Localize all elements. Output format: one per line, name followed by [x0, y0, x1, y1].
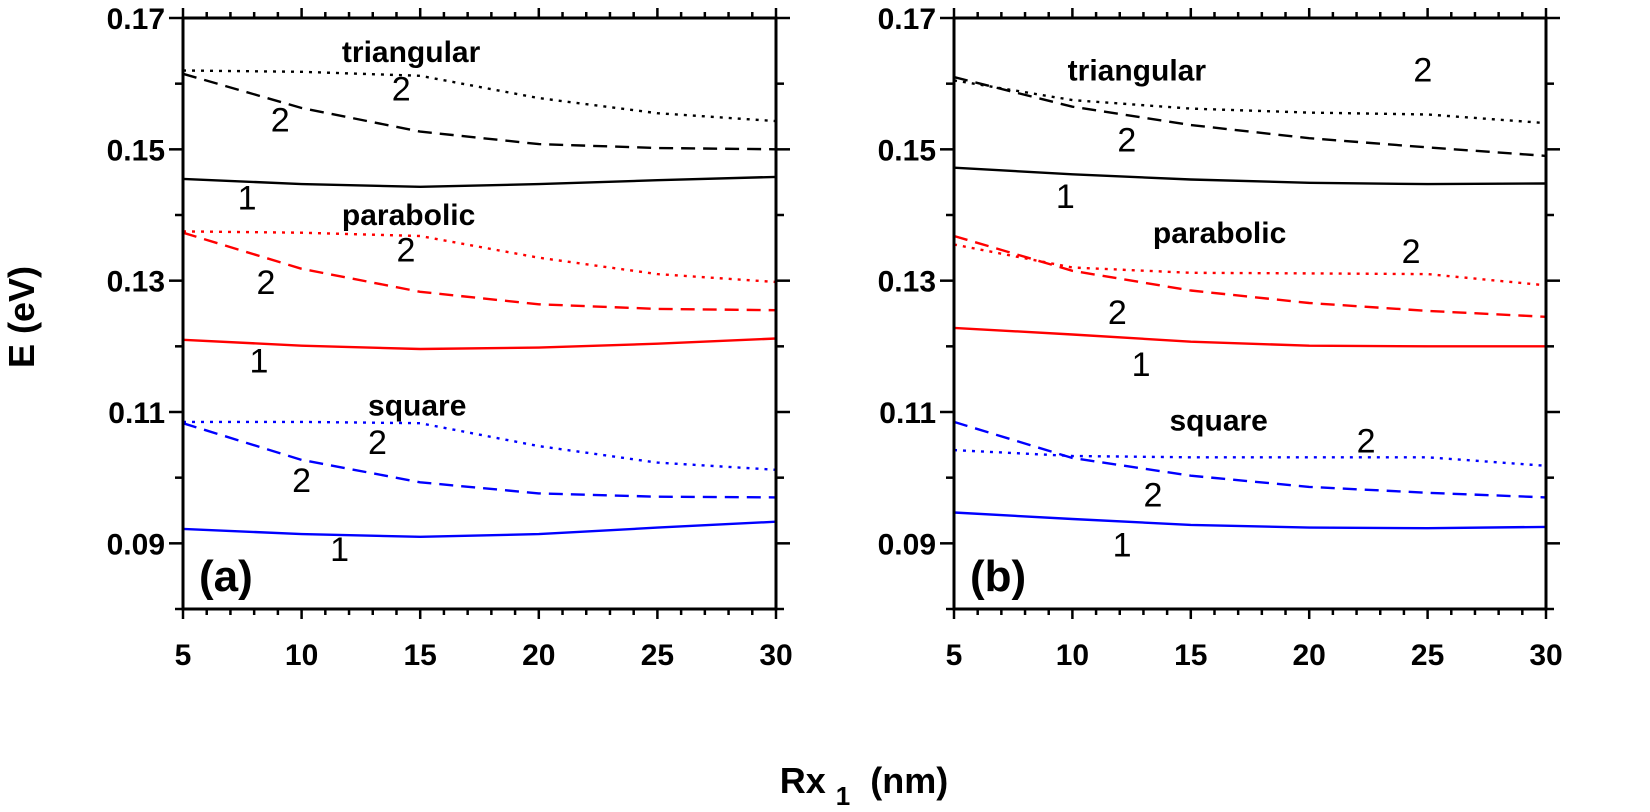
series-line-square-2-dotted [183, 420, 777, 471]
curve-label-2: 2 [257, 264, 276, 302]
series-line-triangular-2-dashed [953, 75, 1547, 158]
curve-label-2: 2 [1357, 423, 1376, 461]
series-line-triangular-2-dotted [953, 79, 1547, 125]
panel-label: (a) [199, 552, 253, 601]
region-label-parabolic: parabolic [1153, 217, 1286, 250]
panel-label: (b) [970, 552, 1026, 601]
x-tick-label: 5 [946, 639, 963, 672]
series-line-parabolic-1-solid [953, 326, 1546, 348]
series-line-parabolic-2-dotted [953, 243, 1547, 287]
curve-label-2: 2 [1117, 121, 1136, 159]
y-tick-label: 0.09 [878, 528, 936, 561]
panel-b: 5 10 15 20 25 30 0.09 0.11 0.13 0.15 0.17 triangula… [878, 3, 1563, 672]
x-axis-title: Rx 1 (nm) [780, 760, 949, 812]
x-tick-label: 5 [175, 639, 192, 672]
curve-label-1: 1 [1132, 346, 1151, 384]
curve-label-1: 1 [1113, 526, 1132, 564]
curve-label-2: 2 [292, 462, 311, 500]
curve-label-1: 1 [238, 180, 257, 218]
x-axis-title-subscript: 1 [836, 781, 850, 811]
x-tick-label: 25 [641, 639, 674, 672]
curve-label-1: 1 [1056, 178, 1075, 216]
region-label-square: square [1169, 404, 1267, 437]
region-label-square: square [368, 389, 466, 422]
series-line-parabolic-2-dotted [182, 230, 777, 284]
series-line-triangular-1-solid [953, 166, 1547, 186]
curve-label-2: 2 [392, 71, 411, 109]
curve-label-2: 2 [271, 102, 290, 140]
x-tick-label: 30 [759, 639, 792, 672]
plot-frame [181, 16, 778, 611]
y-tick-label: 0.11 [879, 397, 936, 430]
y-tick-label: 0.17 [878, 3, 936, 36]
x-tick-label: 30 [1529, 639, 1562, 672]
x-tick-label: 25 [1411, 639, 1444, 672]
series-line-square-1-solid [182, 520, 777, 538]
y-tick-label: 0.13 [107, 266, 165, 299]
series-line-triangular-2-dotted [182, 69, 777, 123]
y-tick-label: 0.13 [878, 266, 936, 299]
y-axis-title: E (eV) [1, 266, 42, 368]
x-tick-label: 20 [522, 639, 555, 672]
x-axis-title-main: Rx [780, 760, 826, 801]
region-label-triangular: triangular [342, 36, 481, 69]
x-tick-label: 15 [404, 639, 437, 672]
curve-label-2: 2 [1402, 233, 1421, 271]
region-label-triangular: triangular [1068, 54, 1207, 87]
curve-label-2: 2 [397, 232, 416, 270]
curve-label-2: 2 [1143, 477, 1162, 515]
panel-a: 5 10 15 20 25 30 0.09 0.11 0.13 0.15 0.17 triangula… [107, 3, 793, 672]
x-tick-label: 20 [1293, 639, 1326, 672]
series-line-triangular-1-solid [182, 175, 777, 189]
series-line-square-2-dotted [953, 448, 1547, 467]
y-tick-label: 0.17 [107, 3, 165, 36]
curve-label-2: 2 [1413, 52, 1432, 90]
region-label-parabolic: parabolic [342, 199, 475, 232]
series-line-parabolic-1-solid [182, 337, 777, 351]
plot-frame [952, 16, 1548, 611]
y-tick-label: 0.15 [878, 134, 936, 167]
y-tick-label: 0.15 [107, 134, 165, 167]
curve-label-1: 1 [249, 343, 268, 381]
curve-label-2: 2 [1108, 294, 1127, 332]
x-axis-title-unit: (nm) [860, 760, 948, 801]
curve-label-1: 1 [330, 531, 349, 569]
curve-label-2: 2 [368, 424, 387, 462]
x-tick-label: 15 [1174, 639, 1207, 672]
series-line-square-1-solid [953, 511, 1547, 530]
y-tick-label: 0.09 [107, 528, 165, 561]
x-tick-label: 10 [1056, 639, 1089, 672]
y-tick-label: 0.11 [108, 397, 165, 430]
x-tick-label: 10 [285, 639, 318, 672]
